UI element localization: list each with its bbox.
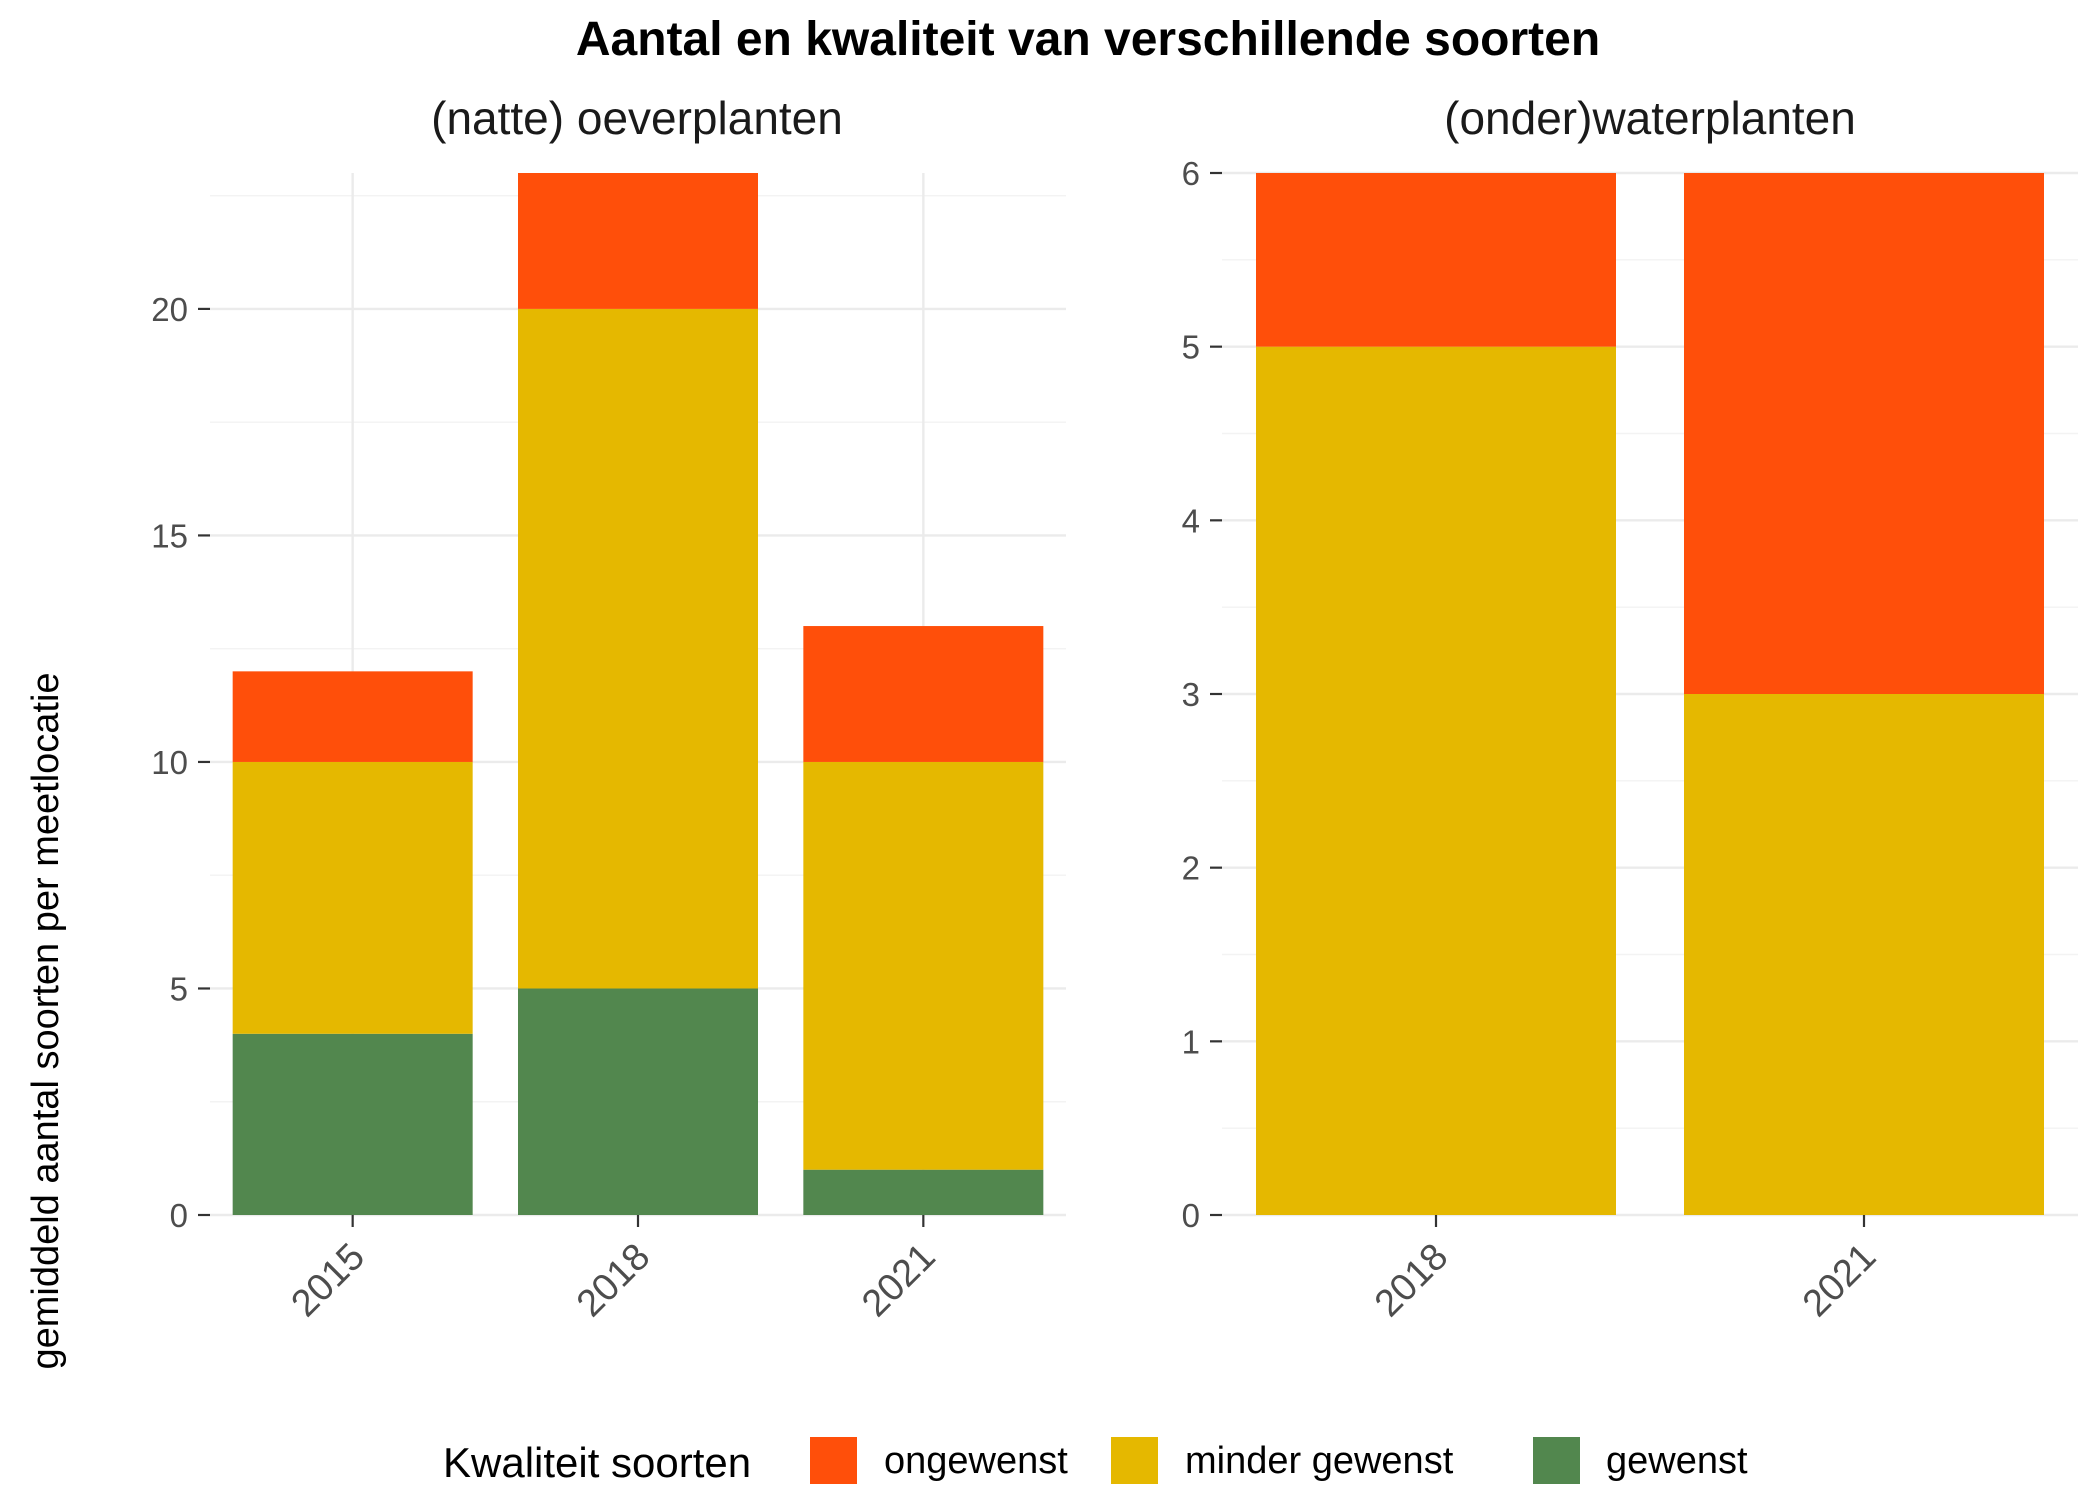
legend-label-ongewenst: ongewenst bbox=[884, 1440, 1068, 1482]
x-tick-label-2021: 2021 bbox=[854, 1236, 943, 1325]
panel-waterplanten-subtitle: (onder)waterplanten bbox=[1444, 92, 1856, 144]
bar-oeverplanten-2018-gewenst bbox=[518, 988, 758, 1215]
bar-waterplanten-2018-minder-gewenst bbox=[1256, 346, 1616, 1216]
y-tick-label: 10 bbox=[151, 744, 188, 781]
y-tick-label: 0 bbox=[170, 1197, 188, 1234]
y-tick-label: 1 bbox=[1182, 1023, 1200, 1060]
legend-label-minder-gewenst: minder gewenst bbox=[1185, 1440, 1454, 1482]
bar-waterplanten-2021-ongewenst bbox=[1684, 173, 2044, 694]
y-tick-label: 3 bbox=[1182, 676, 1200, 713]
panel-oeverplanten-bars bbox=[232, 173, 1044, 1215]
bar-waterplanten-2021-minder-gewenst bbox=[1684, 694, 2044, 1215]
bar-oeverplanten-2021-gewenst bbox=[803, 1169, 1044, 1215]
bar-oeverplanten-2015-minder-gewenst bbox=[232, 761, 473, 1034]
y-tick-label: 4 bbox=[1182, 502, 1200, 539]
legend-title: Kwaliteit soorten bbox=[443, 1439, 751, 1486]
panel-waterplanten: (onder)waterplanten 0 1 2 3 4 5 6 2018 2021 bbox=[1182, 92, 2078, 1325]
bar-oeverplanten-2015-ongewenst bbox=[232, 671, 473, 762]
bar-waterplanten-2018-ongewenst bbox=[1256, 173, 1616, 347]
panel-waterplanten-bars bbox=[1256, 173, 2044, 1216]
bar-oeverplanten-2021-minder-gewenst bbox=[803, 761, 1044, 1170]
x-tick-label-2015: 2015 bbox=[284, 1236, 373, 1325]
legend-label-gewenst: gewenst bbox=[1606, 1440, 1748, 1482]
x-tick-label-2018: 2018 bbox=[569, 1236, 658, 1325]
legend-swatch-minder-gewenst bbox=[1111, 1437, 1158, 1484]
y-tick-label: 0 bbox=[1182, 1197, 1200, 1234]
panel-oeverplanten-subtitle: (natte) oeverplanten bbox=[431, 92, 843, 144]
legend: Kwaliteit soorten ongewenst minder gewen… bbox=[443, 1437, 1748, 1486]
bar-oeverplanten-2018-minder-gewenst bbox=[518, 308, 758, 989]
x-tick-label-2018: 2018 bbox=[1367, 1236, 1456, 1325]
legend-swatch-ongewenst bbox=[810, 1437, 857, 1484]
x-tick-label-2021: 2021 bbox=[1795, 1236, 1884, 1325]
chart-title: Aantal en kwaliteit van verschillende so… bbox=[576, 13, 1600, 66]
panel-waterplanten-x-axis: 2018 2021 bbox=[1367, 1215, 1884, 1325]
y-tick-label: 5 bbox=[170, 970, 188, 1007]
y-tick-label: 6 bbox=[1182, 155, 1200, 192]
panel-oeverplanten-x-axis: 2015 2018 2021 bbox=[284, 1215, 944, 1325]
panel-oeverplanten-y-axis: 0 5 10 15 20 bbox=[151, 291, 210, 1234]
bar-oeverplanten-2018-ongewenst bbox=[518, 173, 758, 309]
y-axis-label: gemiddeld aantal soorten per meetlocatie bbox=[25, 672, 67, 1369]
bar-oeverplanten-2015-gewenst bbox=[232, 1033, 473, 1215]
y-tick-label: 15 bbox=[151, 517, 188, 554]
legend-swatch-gewenst bbox=[1533, 1437, 1580, 1484]
y-tick-label: 20 bbox=[151, 291, 188, 328]
panel-waterplanten-y-axis: 0 1 2 3 4 5 6 bbox=[1182, 155, 1222, 1234]
y-tick-label: 2 bbox=[1182, 850, 1200, 887]
bar-oeverplanten-2021-ongewenst bbox=[803, 626, 1044, 762]
y-tick-label: 5 bbox=[1182, 329, 1200, 366]
